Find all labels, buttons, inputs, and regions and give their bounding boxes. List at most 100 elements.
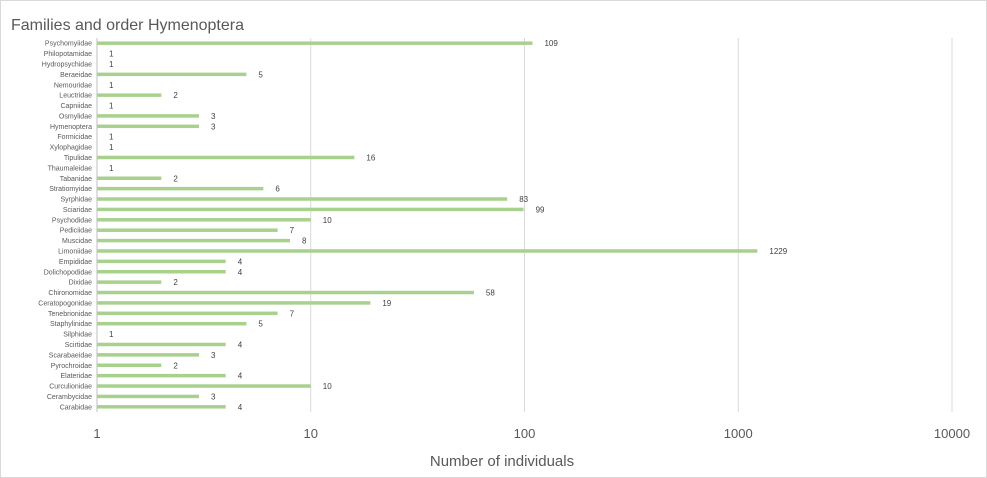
data-label: 4 bbox=[238, 257, 243, 266]
category-label: Psychodidae bbox=[52, 217, 92, 224]
x-tick-label: 1 bbox=[93, 426, 100, 441]
category-label: Dixidae bbox=[69, 280, 92, 287]
category-label: Scirtidae bbox=[65, 342, 92, 349]
data-label: 4 bbox=[238, 268, 243, 277]
bar bbox=[97, 218, 311, 222]
category-label: Empididae bbox=[59, 259, 92, 266]
bar bbox=[97, 72, 247, 77]
bar bbox=[97, 155, 355, 160]
category-label: Staphylinidae bbox=[50, 321, 92, 328]
bar bbox=[97, 207, 524, 212]
x-tick-label: 10 bbox=[304, 426, 318, 441]
category-label: Stratiomyidae bbox=[49, 186, 92, 193]
category-label: Formicidae bbox=[57, 134, 92, 141]
bar bbox=[97, 124, 199, 129]
data-label: 3 bbox=[211, 122, 216, 131]
data-label: 1 bbox=[109, 164, 114, 173]
bar bbox=[97, 301, 371, 305]
category-label: Curculionidae bbox=[49, 384, 92, 391]
category-label: Elateridae bbox=[60, 373, 92, 380]
data-label: 3 bbox=[211, 351, 216, 360]
category-label: Hydropsychidae bbox=[42, 61, 92, 68]
data-label: 109 bbox=[544, 39, 558, 48]
bar bbox=[97, 228, 278, 232]
bars bbox=[97, 41, 758, 409]
x-tick-label: 1000 bbox=[724, 426, 753, 441]
data-label: 58 bbox=[486, 289, 495, 298]
category-label: Tenebrionidae bbox=[48, 311, 92, 318]
bar bbox=[97, 405, 226, 409]
category-label: Tabanidae bbox=[60, 176, 92, 183]
bar bbox=[97, 176, 162, 180]
category-label: Silphidae bbox=[63, 332, 92, 339]
gridlines bbox=[96, 38, 953, 412]
bar bbox=[97, 384, 311, 388]
data-label: 2 bbox=[173, 91, 178, 100]
data-label: 5 bbox=[258, 320, 263, 329]
bar bbox=[97, 249, 758, 253]
category-label: Scarabaeidae bbox=[49, 352, 92, 359]
data-label: 1 bbox=[109, 143, 114, 152]
bar bbox=[97, 321, 247, 326]
x-tick-labels: 1 10 100 1000 10000 bbox=[93, 426, 970, 441]
bar bbox=[97, 259, 226, 264]
bar bbox=[97, 373, 226, 378]
x-axis-label: Number of individuals bbox=[430, 453, 574, 470]
bar bbox=[97, 41, 533, 45]
bar bbox=[97, 93, 162, 97]
category-label: Philopotamidae bbox=[44, 51, 92, 58]
category-label: Limoniidae bbox=[58, 248, 92, 255]
data-label: 1 bbox=[109, 330, 114, 339]
data-labels: 1091151213311161268399107812294425819751… bbox=[109, 39, 788, 412]
category-label: Syrphidae bbox=[60, 197, 92, 204]
bar bbox=[97, 186, 264, 191]
bar bbox=[97, 353, 199, 357]
category-label: Cerambycidae bbox=[47, 394, 92, 401]
bar bbox=[97, 197, 508, 201]
bar bbox=[97, 238, 291, 243]
category-label: Leuctridae bbox=[59, 93, 92, 100]
category-label: Thaumaleidae bbox=[48, 165, 92, 172]
bar bbox=[97, 290, 474, 295]
data-label: 1 bbox=[109, 133, 114, 142]
data-label: 3 bbox=[211, 112, 216, 121]
category-label: Capniidae bbox=[60, 103, 92, 110]
data-label: 10 bbox=[323, 216, 332, 225]
data-label: 1 bbox=[109, 50, 114, 59]
data-label: 1229 bbox=[769, 247, 787, 256]
category-label: Carabidae bbox=[60, 404, 92, 411]
data-label: 10 bbox=[323, 382, 332, 391]
category-label: Psychomyiidae bbox=[45, 41, 92, 48]
data-label: 2 bbox=[173, 278, 178, 287]
data-label: 4 bbox=[238, 403, 243, 412]
data-label: 5 bbox=[258, 70, 263, 79]
x-tick-label: 100 bbox=[514, 426, 536, 441]
category-label: Ceratopogonidae bbox=[38, 300, 92, 307]
data-label: 1 bbox=[109, 60, 114, 69]
data-label: 99 bbox=[536, 205, 545, 214]
data-label: 8 bbox=[302, 237, 307, 246]
category-label: Chironomidae bbox=[48, 290, 92, 297]
category-label: Xylophagidae bbox=[50, 145, 93, 152]
category-label: Pediciidae bbox=[60, 228, 92, 235]
category-label: Beraeidae bbox=[60, 72, 92, 79]
data-label: 4 bbox=[238, 372, 243, 381]
data-label: 7 bbox=[290, 309, 295, 318]
data-label: 6 bbox=[275, 185, 280, 194]
category-label: Tipulidae bbox=[64, 155, 92, 162]
data-label: 19 bbox=[382, 299, 391, 308]
data-label: 16 bbox=[366, 153, 375, 162]
category-label: Osmylidae bbox=[59, 113, 92, 120]
data-label: 7 bbox=[290, 226, 295, 235]
category-label: Pyrochroidae bbox=[51, 363, 92, 370]
data-label: 1 bbox=[109, 81, 114, 90]
category-label: Hymenoptera bbox=[50, 124, 92, 131]
category-label: Nemouridae bbox=[54, 82, 92, 89]
data-label: 4 bbox=[238, 340, 243, 349]
bar bbox=[97, 342, 226, 347]
bar bbox=[97, 311, 278, 316]
data-label: 3 bbox=[211, 392, 216, 401]
chart-title: Families and order Hymenoptera bbox=[11, 17, 244, 34]
bar bbox=[97, 394, 199, 399]
